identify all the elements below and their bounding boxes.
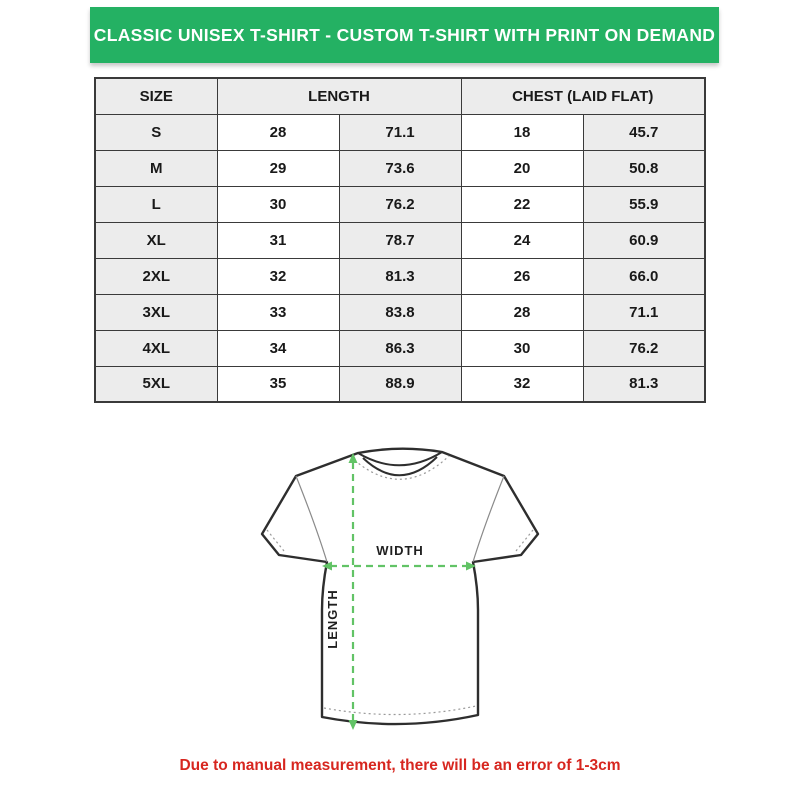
tshirt-outline bbox=[260, 447, 540, 726]
chest-cm-cell: 66.0 bbox=[582, 257, 706, 295]
length-in-cell: 34 bbox=[216, 329, 340, 367]
tshirt-diagram-icon: WIDTH LENGTH bbox=[260, 447, 540, 730]
length-in-cell: 29 bbox=[216, 149, 340, 187]
chest-cm-cell: 81.3 bbox=[582, 365, 706, 403]
size-cell: L bbox=[94, 185, 218, 223]
length-cm-cell: 86.3 bbox=[338, 329, 462, 367]
tshirt-armhole-seams bbox=[295, 475, 505, 563]
length-cm-cell: 71.1 bbox=[338, 113, 462, 151]
column-header-length: LENGTH bbox=[216, 77, 462, 115]
width-arrow bbox=[322, 561, 476, 571]
chest-in-cell: 24 bbox=[460, 221, 584, 259]
chest-in-cell: 32 bbox=[460, 365, 584, 403]
size-cell: 4XL bbox=[94, 329, 218, 367]
arrow-down-icon bbox=[348, 720, 358, 730]
length-label: LENGTH bbox=[325, 589, 340, 648]
chest-in-cell: 22 bbox=[460, 185, 584, 223]
header-banner: CLASSIC UNISEX T-SHIRT - CUSTOM T-SHIRT … bbox=[90, 7, 719, 63]
length-in-cell: 32 bbox=[216, 257, 340, 295]
length-in-cell: 35 bbox=[216, 365, 340, 403]
length-cm-cell: 73.6 bbox=[338, 149, 462, 187]
chest-cm-cell: 76.2 bbox=[582, 329, 706, 367]
size-cell: XL bbox=[94, 221, 218, 259]
chest-cm-cell: 45.7 bbox=[582, 113, 706, 151]
size-cell: 5XL bbox=[94, 365, 218, 403]
width-label: WIDTH bbox=[376, 543, 424, 558]
length-in-cell: 33 bbox=[216, 293, 340, 331]
page-title: CLASSIC UNISEX T-SHIRT - CUSTOM T-SHIRT … bbox=[93, 24, 716, 45]
chest-cm-cell: 71.1 bbox=[582, 293, 706, 331]
length-in-cell: 30 bbox=[216, 185, 340, 223]
length-in-cell: 31 bbox=[216, 221, 340, 259]
size-cell: 2XL bbox=[94, 257, 218, 295]
length-cm-cell: 76.2 bbox=[338, 185, 462, 223]
length-arrow bbox=[348, 453, 358, 730]
table-row: 4XL 34 86.3 30 76.2 bbox=[94, 329, 706, 367]
table-row: 3XL 33 83.8 28 71.1 bbox=[94, 293, 706, 331]
chest-in-cell: 26 bbox=[460, 257, 584, 295]
chest-cm-cell: 60.9 bbox=[582, 221, 706, 259]
chest-in-cell: 20 bbox=[460, 149, 584, 187]
table-row: 2XL 32 81.3 26 66.0 bbox=[94, 257, 706, 295]
chest-in-cell: 28 bbox=[460, 293, 584, 331]
table-row: M 29 73.6 20 50.8 bbox=[94, 149, 706, 187]
chest-cm-cell: 55.9 bbox=[582, 185, 706, 223]
column-header-chest: CHEST (LAID FLAT) bbox=[460, 77, 706, 115]
tshirt-stitching bbox=[266, 455, 534, 716]
arrow-right-icon bbox=[466, 561, 476, 571]
size-chart-table: SIZE LENGTH CHEST (LAID FLAT) S 28 71.1 … bbox=[94, 77, 706, 403]
size-cell: 3XL bbox=[94, 293, 218, 331]
table-row: 5XL 35 88.9 32 81.3 bbox=[94, 365, 706, 403]
size-cell: M bbox=[94, 149, 218, 187]
chest-in-cell: 30 bbox=[460, 329, 584, 367]
tshirt-collar bbox=[357, 451, 443, 477]
length-cm-cell: 83.8 bbox=[338, 293, 462, 331]
table-row: S 28 71.1 18 45.7 bbox=[94, 113, 706, 151]
arrow-up-icon bbox=[348, 453, 358, 463]
column-header-size: SIZE bbox=[94, 77, 218, 115]
size-cell: S bbox=[94, 113, 218, 151]
table-row: L 30 76.2 22 55.9 bbox=[94, 185, 706, 223]
length-cm-cell: 88.9 bbox=[338, 365, 462, 403]
table-row: XL 31 78.7 24 60.9 bbox=[94, 221, 706, 259]
chest-cm-cell: 50.8 bbox=[582, 149, 706, 187]
length-in-cell: 28 bbox=[216, 113, 340, 151]
length-cm-cell: 81.3 bbox=[338, 257, 462, 295]
table-header-row: SIZE LENGTH CHEST (LAID FLAT) bbox=[94, 77, 706, 115]
chest-in-cell: 18 bbox=[460, 113, 584, 151]
arrow-left-icon bbox=[322, 561, 332, 571]
tshirt-measurement-diagram: WIDTH LENGTH bbox=[250, 438, 550, 750]
measurement-disclaimer: Due to manual measurement, there will be… bbox=[179, 757, 621, 774]
length-cm-cell: 78.7 bbox=[338, 221, 462, 259]
